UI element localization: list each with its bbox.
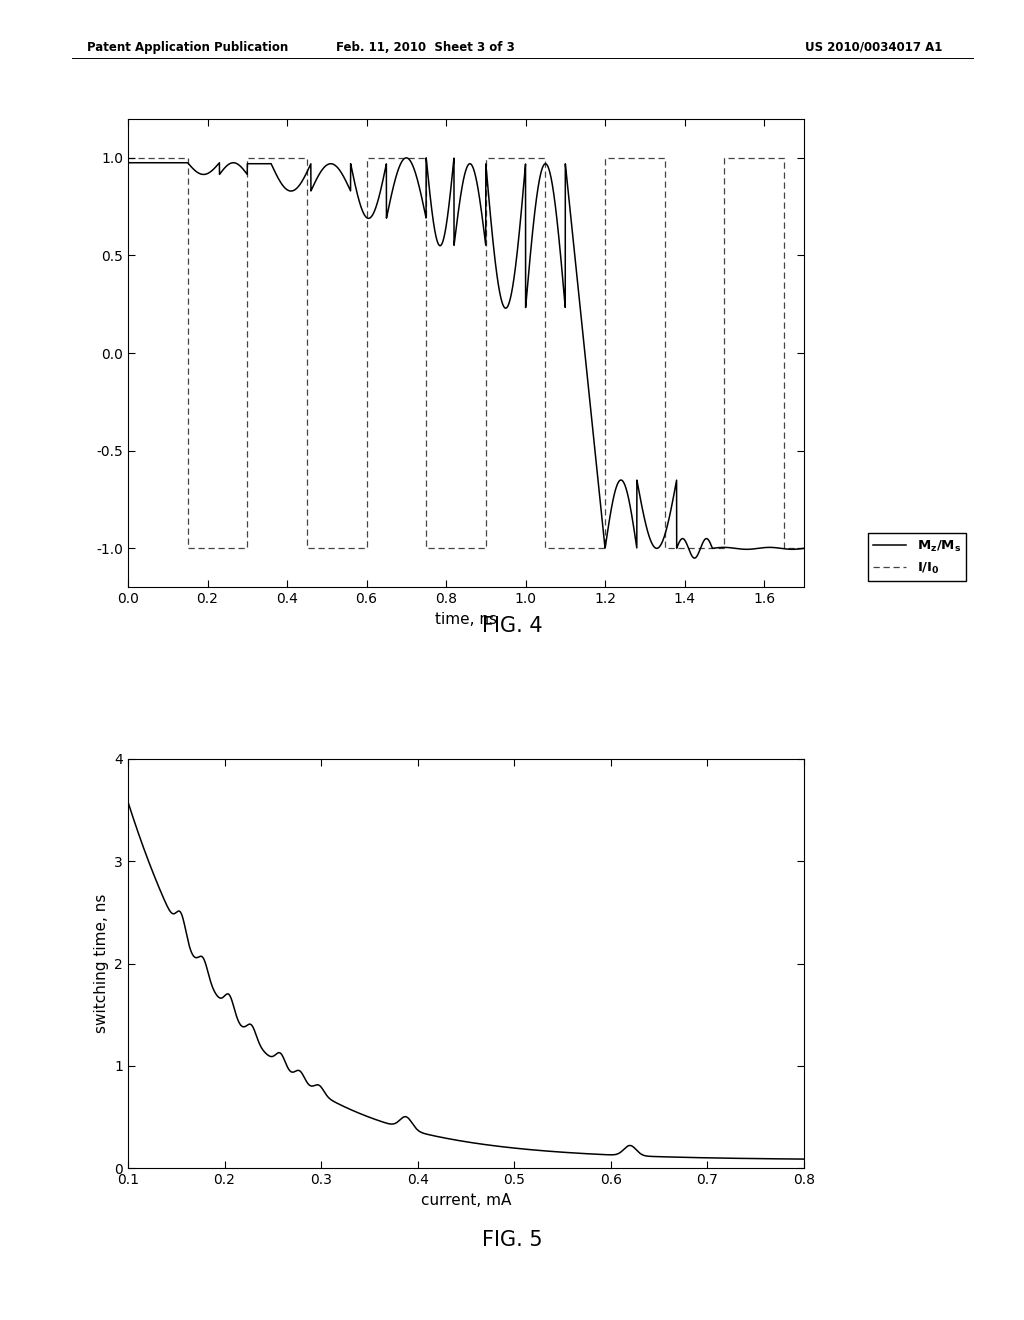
- Legend: $\mathbf{M_z/M_s}$, $\mathbf{I/I_0}$: $\mathbf{M_z/M_s}$, $\mathbf{I/I_0}$: [867, 533, 967, 581]
- Text: FIG. 5: FIG. 5: [481, 1230, 543, 1250]
- Y-axis label: switching time, ns: switching time, ns: [94, 894, 109, 1034]
- Text: Feb. 11, 2010  Sheet 3 of 3: Feb. 11, 2010 Sheet 3 of 3: [336, 41, 514, 54]
- Text: Patent Application Publication: Patent Application Publication: [87, 41, 289, 54]
- Text: FIG. 4: FIG. 4: [481, 616, 543, 636]
- Text: US 2010/0034017 A1: US 2010/0034017 A1: [805, 41, 942, 54]
- X-axis label: current, mA: current, mA: [421, 1192, 511, 1208]
- X-axis label: time, ns: time, ns: [435, 611, 497, 627]
